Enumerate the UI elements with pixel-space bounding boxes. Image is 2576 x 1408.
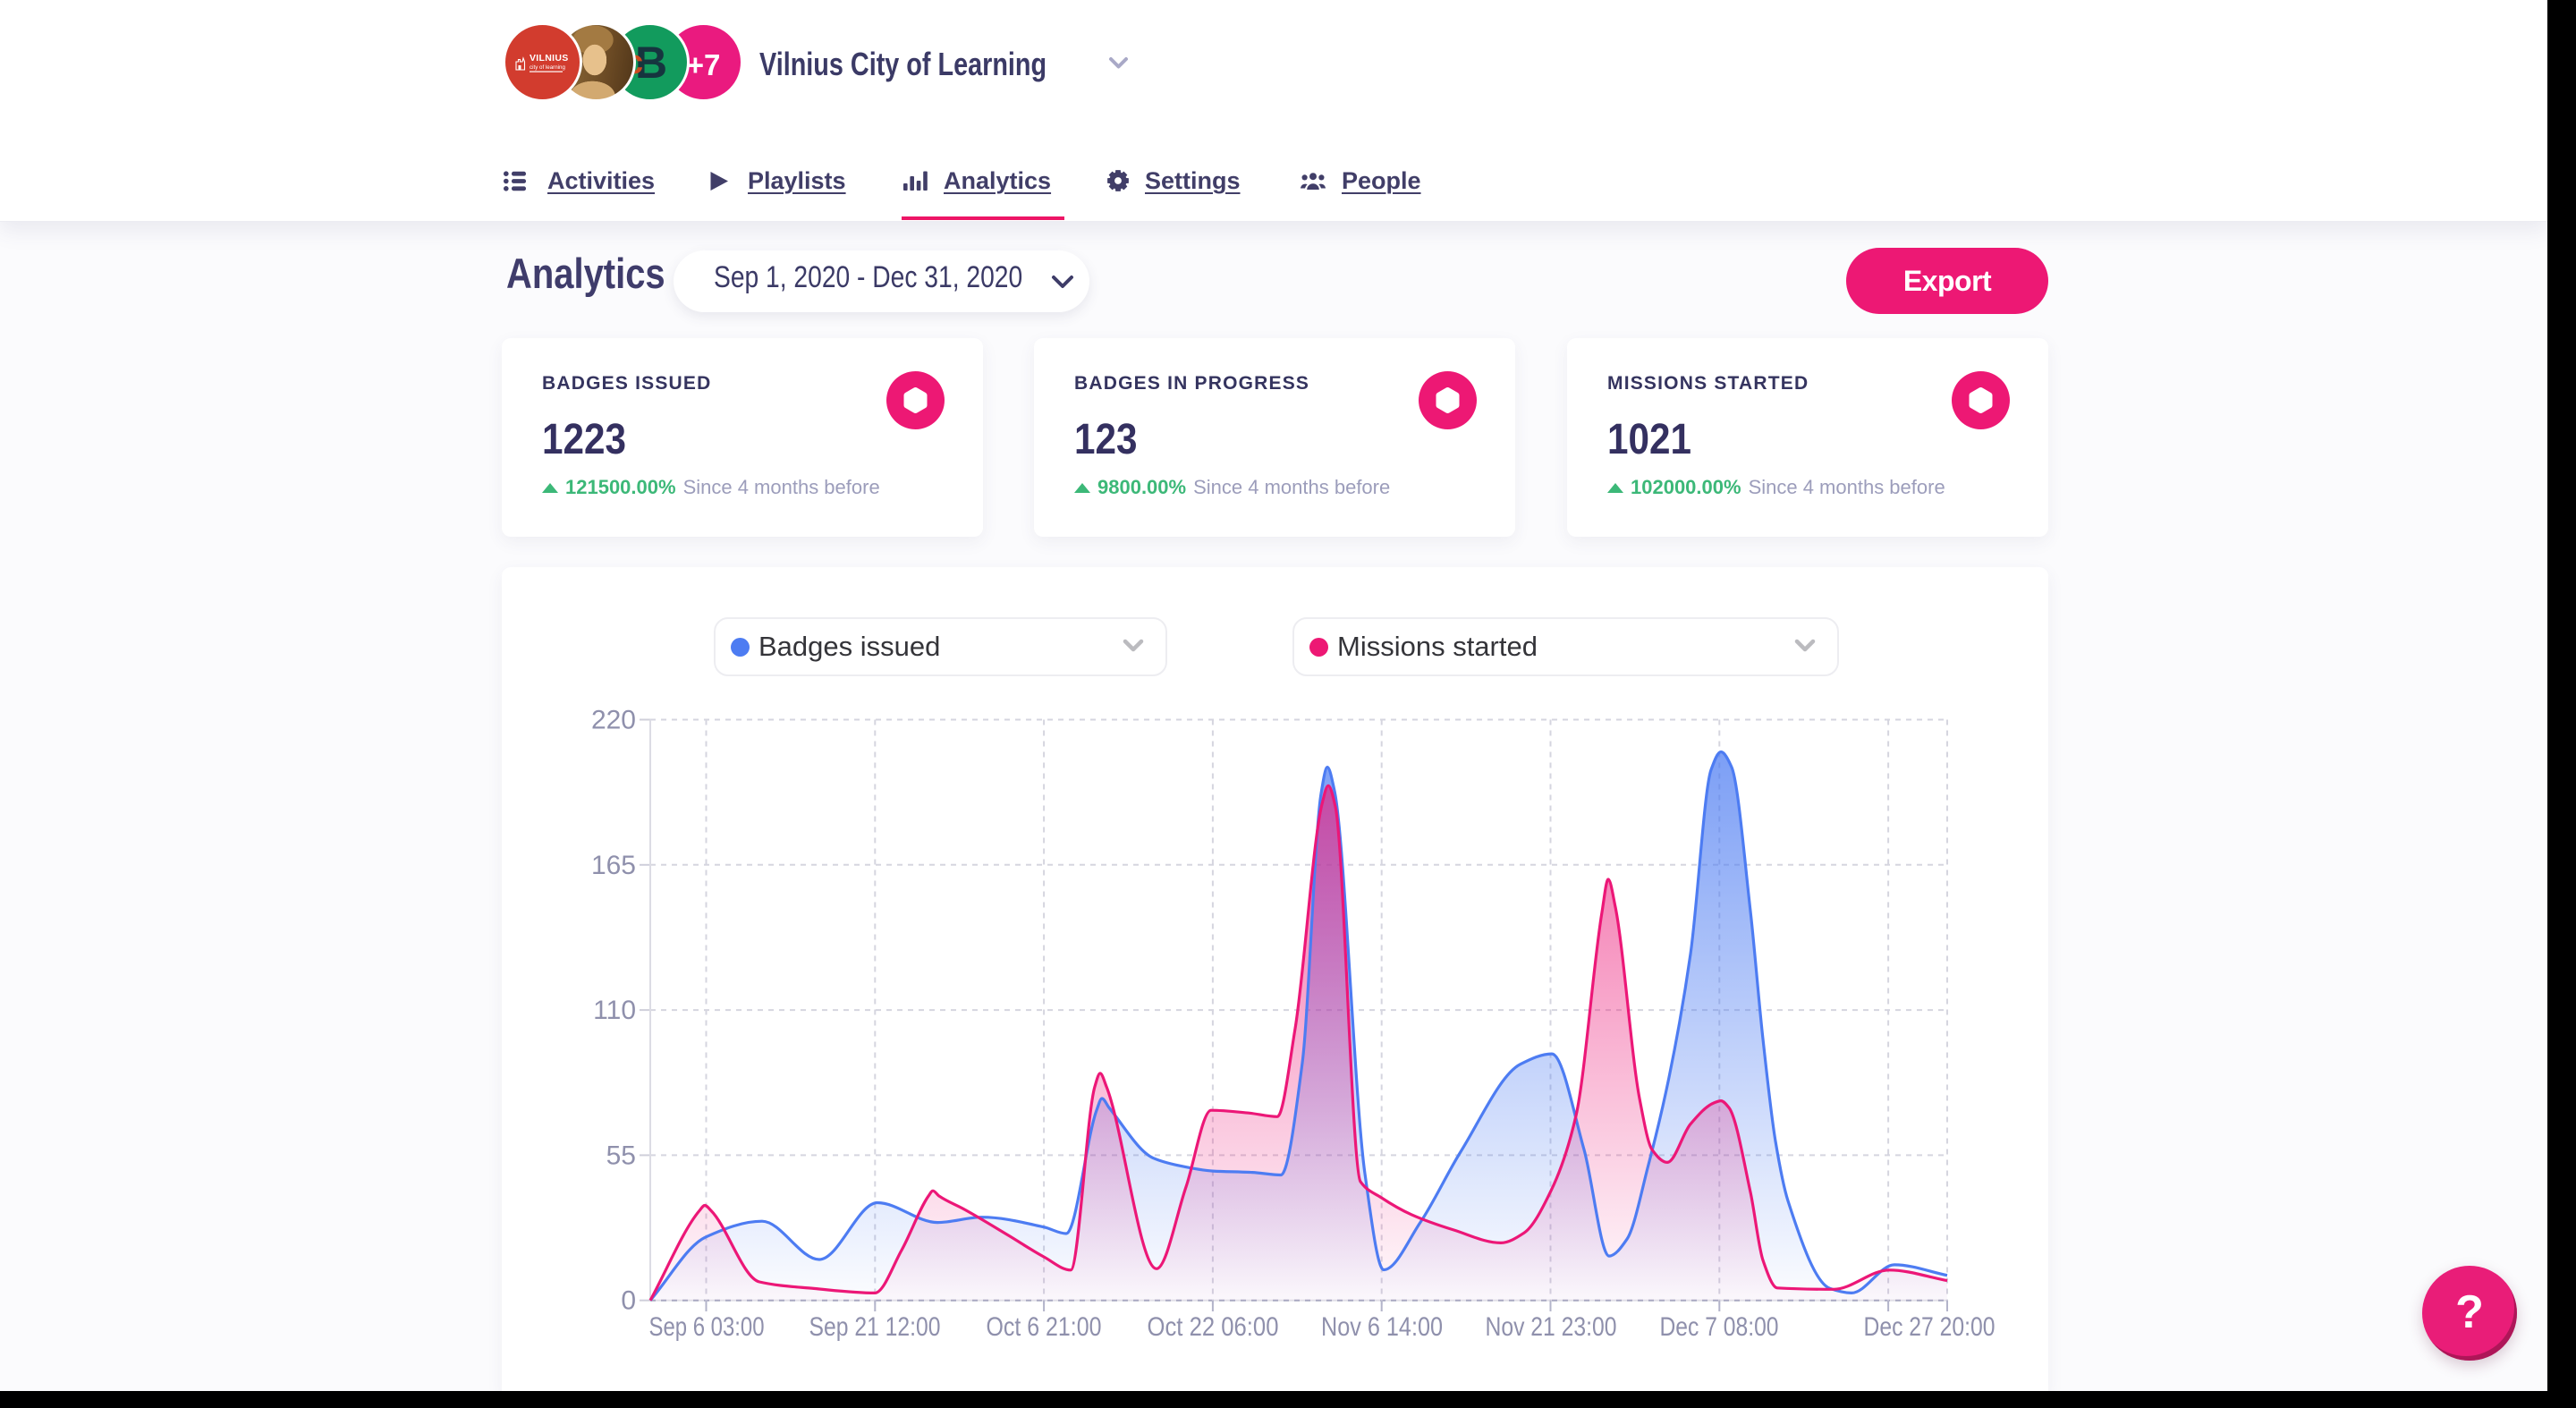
svg-text:220: 220 [591,706,636,735]
svg-text:Sep 21 12:00: Sep 21 12:00 [809,1312,941,1342]
svg-text:165: 165 [591,851,636,880]
svg-text:VILNIUS: VILNIUS [530,53,569,64]
svg-text:Nov 6 14:00: Nov 6 14:00 [1321,1312,1443,1342]
svg-text:Nov 21 23:00: Nov 21 23:00 [1486,1312,1617,1342]
svg-text:Dec 27 20:00: Dec 27 20:00 [1864,1312,1996,1342]
svg-text:city of learning: city of learning [530,64,565,71]
svg-text:Dec 7 08:00: Dec 7 08:00 [1660,1312,1779,1342]
svg-text:0: 0 [621,1286,636,1316]
svg-text:110: 110 [593,996,636,1025]
svg-text:Oct 6 21:00: Oct 6 21:00 [987,1312,1102,1342]
svg-text:Oct 22 06:00: Oct 22 06:00 [1148,1312,1279,1342]
svg-text:Sep 6 03:00: Sep 6 03:00 [649,1312,765,1342]
svg-text:55: 55 [606,1141,636,1170]
